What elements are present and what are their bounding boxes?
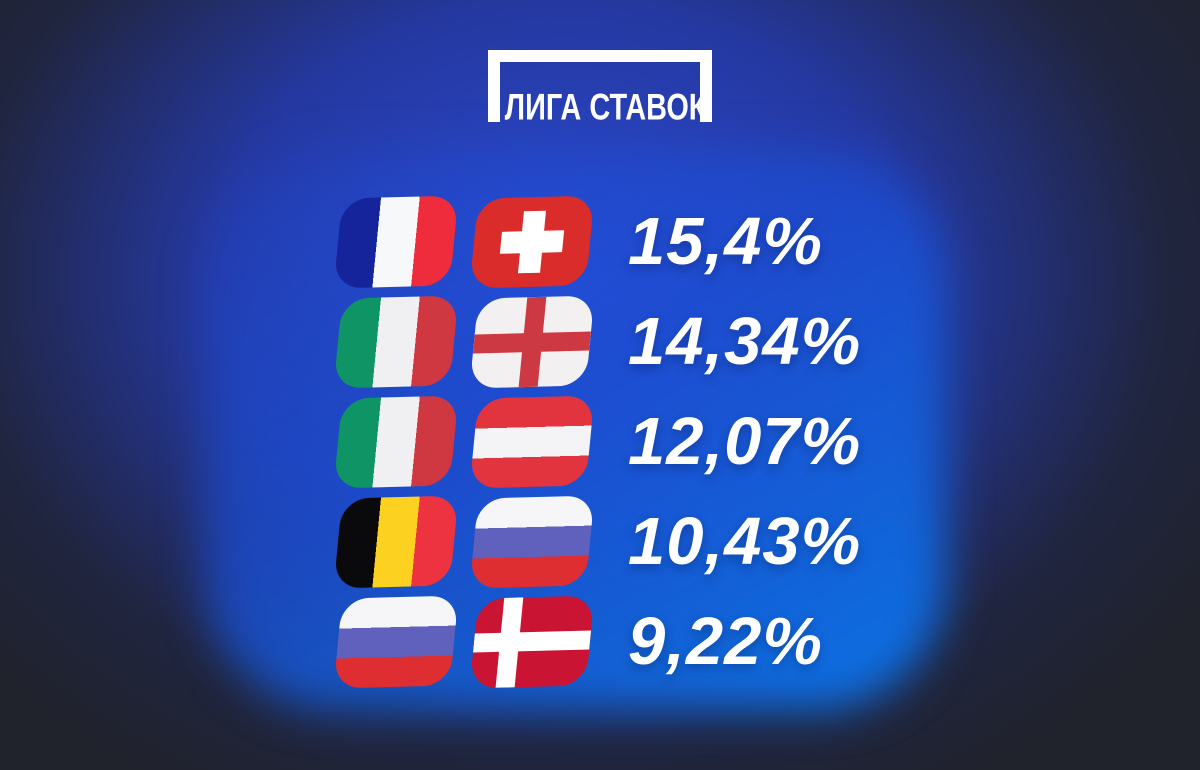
result-row: 10,43% [333,495,862,589]
percentage-value: 14,34% [628,304,862,379]
percentage-value: 15,4% [628,204,823,279]
russia-flag [333,595,459,689]
denmark-flag [469,595,595,689]
result-row: 15,4% [333,195,861,289]
england-flag [469,295,595,389]
russia-flag [469,495,595,589]
brand-logo: ЛИГА СТАВОК [488,50,712,126]
percentage-value: 9,22% [628,604,823,679]
france-flag [333,195,459,289]
italy-flag [333,295,459,389]
switzerland-flag [469,195,595,289]
percentage-value: 12,07% [628,404,862,479]
belgium-flag [333,495,459,589]
austria-flag [469,395,595,489]
result-row: 9,22% [333,595,861,689]
brand-logo-text: ЛИГА СТАВОК [504,87,707,129]
result-row: 12,07% [333,395,862,489]
result-row: 14,34% [333,295,862,389]
percentage-value: 10,43% [628,504,862,579]
italy-flag [333,395,459,489]
results-list: 15,4% 14,34% 12,07% 10,43% 9,22% [333,195,862,697]
